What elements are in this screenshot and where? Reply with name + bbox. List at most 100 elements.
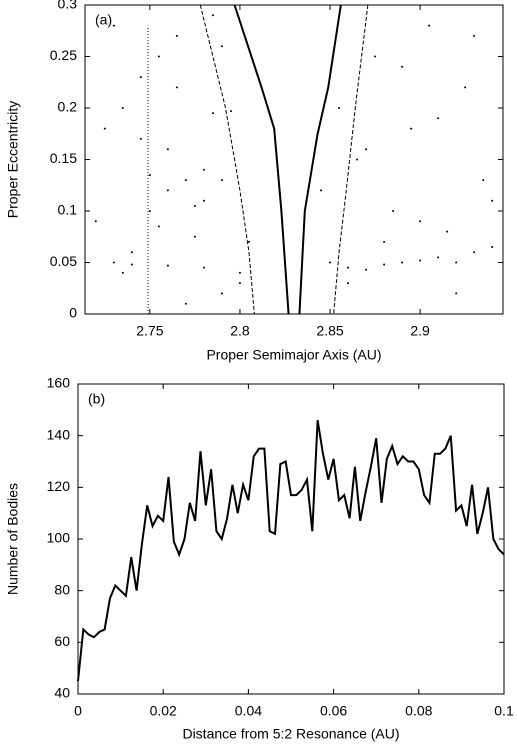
boundary-curve [199, 4, 255, 315]
point [338, 107, 341, 109]
point [121, 107, 124, 109]
x-tick-label: 0.06 [320, 703, 347, 719]
point [220, 45, 223, 48]
y-tick-label: 0 [69, 305, 77, 321]
point [175, 86, 178, 89]
point [130, 263, 133, 266]
boundary-curve [233, 4, 290, 315]
point [166, 264, 169, 267]
point [491, 199, 494, 202]
y-tick-label: 60 [54, 633, 70, 649]
point [220, 292, 223, 295]
point [365, 268, 368, 271]
point [229, 110, 232, 113]
point [347, 266, 350, 269]
point [112, 24, 115, 27]
point [184, 302, 187, 305]
point [365, 148, 368, 151]
x-axis-label: Proper Semimajor Axis (AU) [206, 347, 381, 363]
x-tick-label: 0.04 [235, 703, 262, 719]
point [166, 148, 169, 151]
point [238, 282, 241, 285]
point [139, 137, 142, 140]
x-tick-label: 2.8 [230, 323, 250, 339]
point [166, 189, 169, 192]
x-axis-label: Distance from 5:2 Resonance (AU) [182, 726, 399, 742]
point [356, 158, 359, 161]
x-tick-label: 2.9 [410, 323, 430, 339]
point [473, 251, 476, 254]
point [455, 261, 458, 264]
x-tick-label: 0.1 [494, 703, 514, 719]
point [121, 271, 124, 274]
point [247, 240, 250, 243]
y-axis-label: Number of Bodies [5, 483, 21, 595]
point [383, 263, 386, 266]
y-tick-label: 120 [47, 478, 71, 494]
point [419, 220, 422, 223]
point [437, 256, 440, 259]
point [437, 117, 440, 120]
point [401, 261, 404, 264]
x-tick-label: 0.02 [150, 703, 177, 719]
point [193, 204, 196, 207]
y-tick-label: 0.2 [58, 99, 78, 115]
y-tick-label: 0.05 [50, 253, 77, 269]
point [473, 34, 476, 37]
point [175, 34, 178, 37]
point [193, 235, 196, 238]
y-tick-label: 40 [54, 685, 70, 701]
point [148, 173, 151, 176]
point [238, 271, 241, 274]
boundary-curve [298, 4, 342, 315]
point [94, 220, 97, 223]
point [148, 210, 151, 212]
y-tick-label: 0.3 [58, 0, 78, 12]
point [428, 24, 431, 27]
x-tick-label: 2.75 [136, 323, 163, 339]
y-tick-label: 80 [54, 581, 70, 597]
x-tick-label: 0.08 [405, 703, 432, 719]
point [410, 127, 413, 130]
point [103, 127, 106, 130]
y-tick-label: 160 [47, 375, 71, 391]
point [130, 251, 133, 254]
point [329, 261, 332, 264]
point [383, 240, 386, 243]
series-line [77, 420, 505, 682]
point [211, 112, 214, 115]
point [220, 179, 223, 182]
point [455, 292, 458, 295]
point [374, 55, 377, 58]
y-tick-label: 140 [47, 426, 71, 442]
point [401, 65, 404, 68]
annotation: (a) [95, 12, 112, 28]
y-tick-label: 100 [47, 530, 71, 546]
point [491, 246, 494, 249]
point [211, 14, 214, 17]
x-tick-label: 2.85 [316, 323, 343, 339]
y-tick-label: 0.1 [58, 202, 78, 218]
point [202, 199, 205, 202]
annotation: (b) [88, 391, 105, 407]
point [464, 86, 467, 89]
y-tick-label: 0.25 [50, 47, 77, 63]
y-tick-label: 0.15 [50, 150, 77, 166]
plot-frame [84, 4, 504, 315]
point [202, 168, 205, 171]
point [320, 189, 323, 192]
x-tick-label: 0 [74, 703, 82, 719]
point [347, 282, 350, 285]
point [202, 266, 205, 269]
boundary-curve [333, 4, 369, 315]
point [157, 225, 160, 228]
point [139, 76, 142, 79]
point [446, 230, 449, 233]
point [112, 261, 115, 264]
point [184, 179, 187, 182]
point [157, 55, 160, 58]
y-axis-label: Proper Eccentricity [5, 101, 21, 218]
point [392, 210, 395, 212]
point [482, 179, 485, 182]
